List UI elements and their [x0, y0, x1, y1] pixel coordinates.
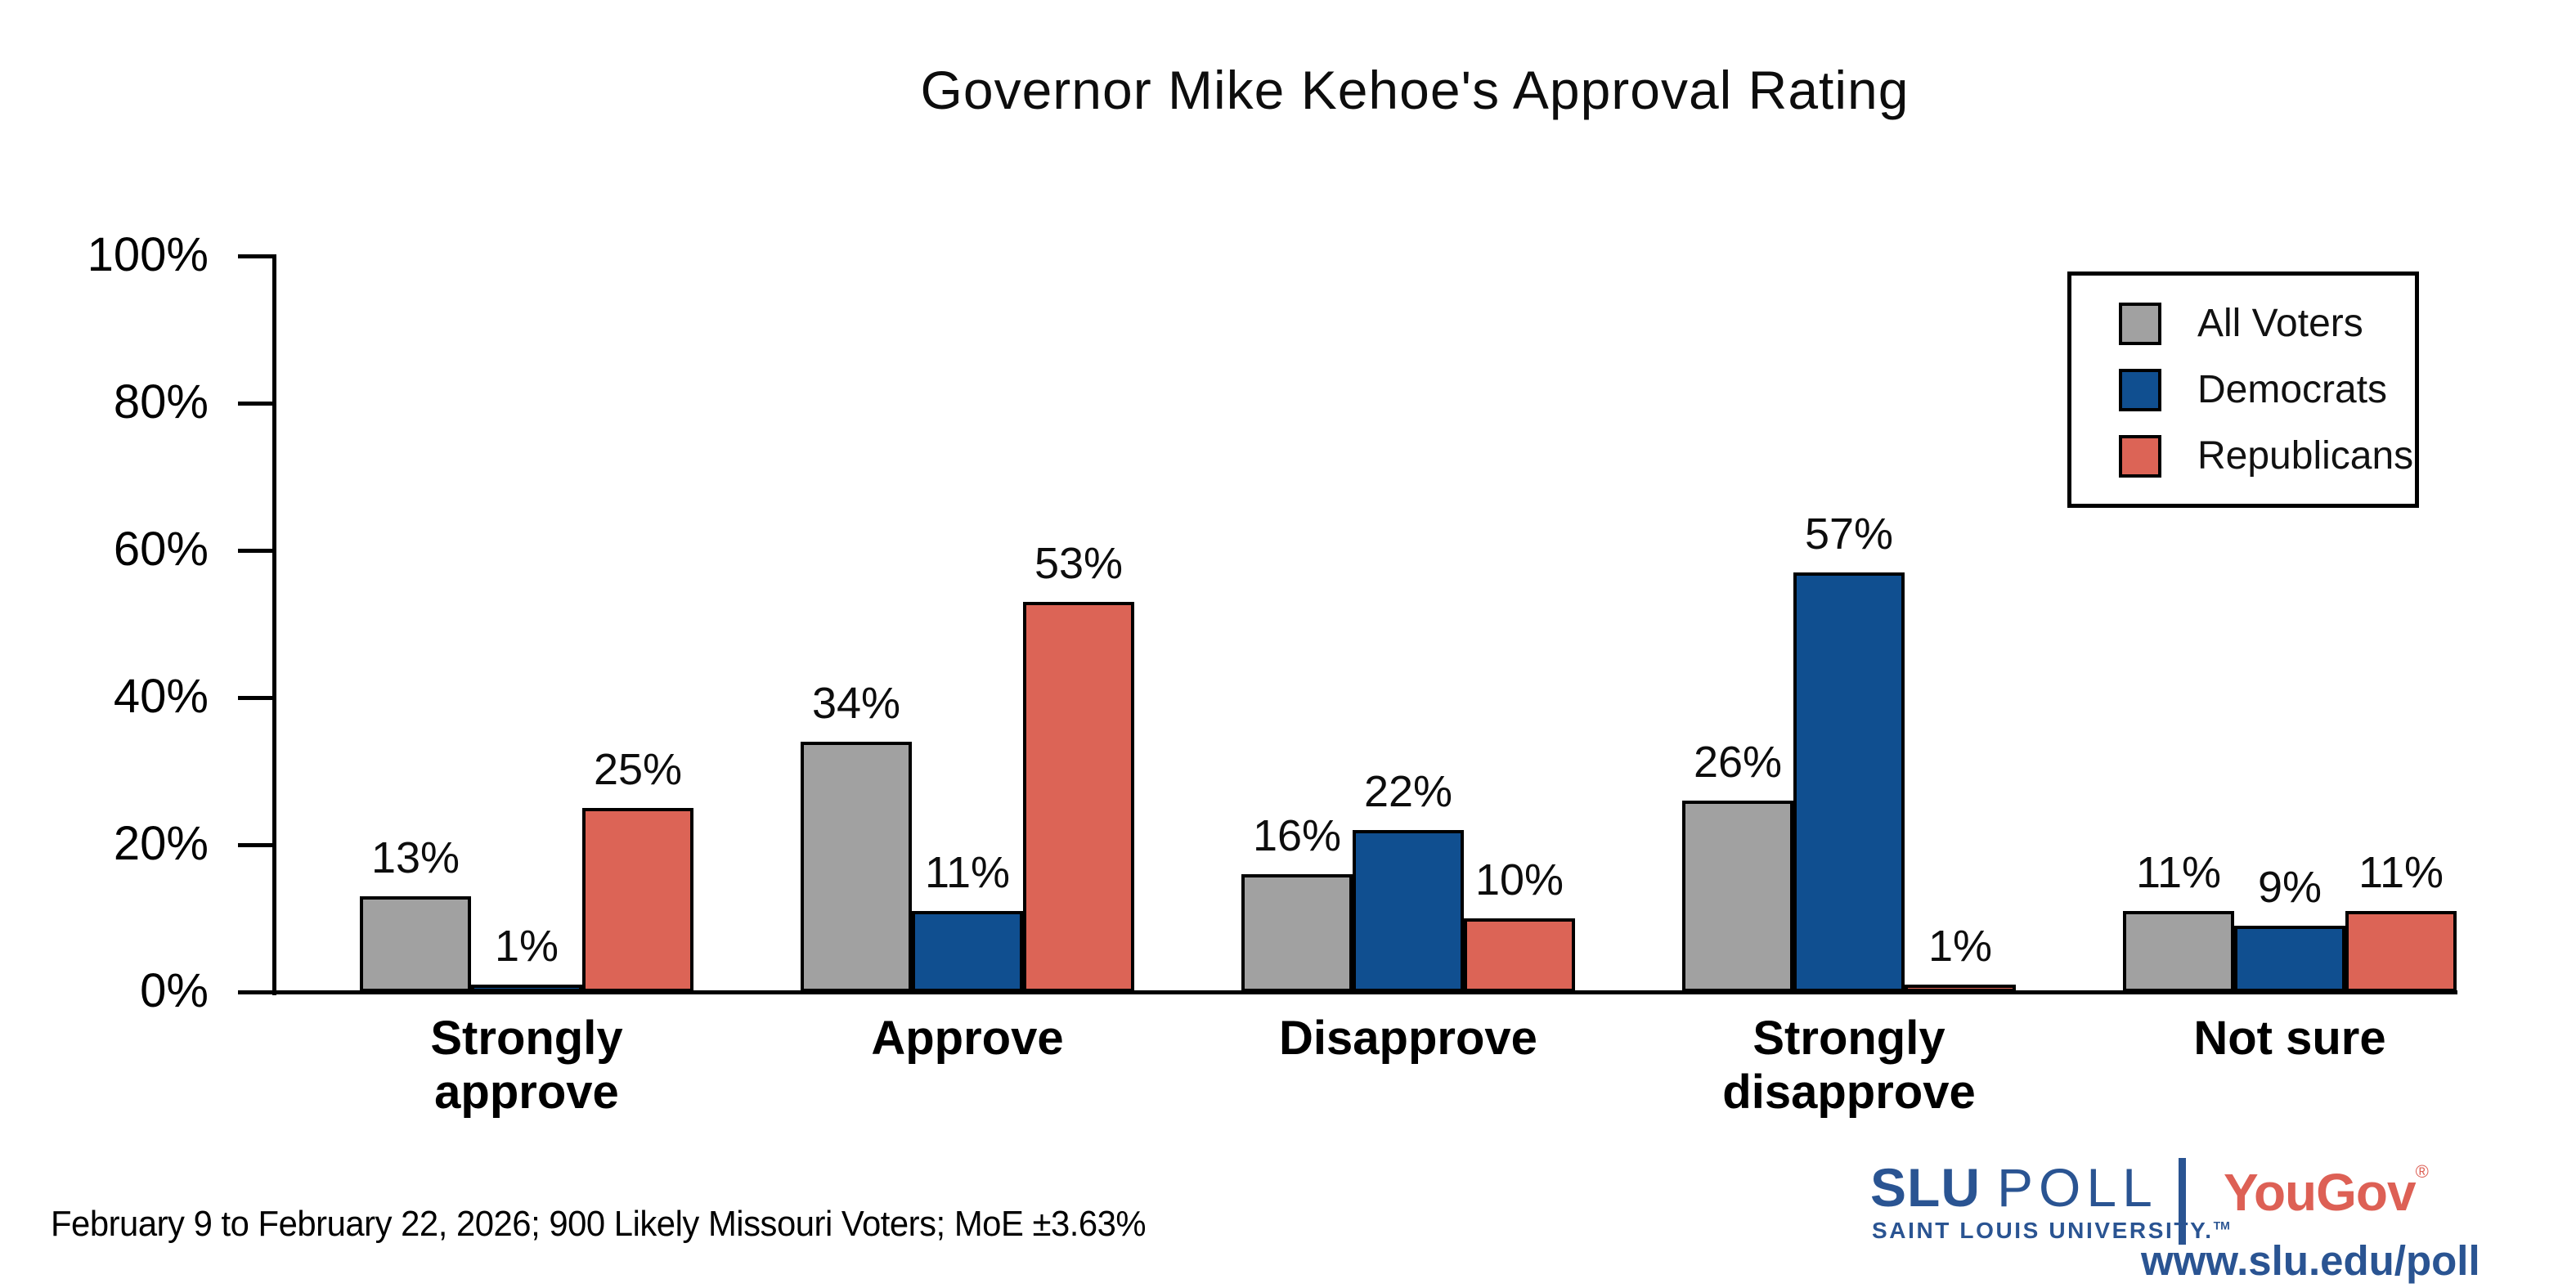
category-label-not-sure: Not sure [2193, 1012, 2386, 1065]
y-axis-tick [238, 402, 276, 406]
legend-swatch-all-voters [2119, 302, 2161, 345]
slu-subtitle: SAINT LOUIS UNIVERSITY.TM [1872, 1218, 2230, 1244]
y-axis-tick-label: 60% [113, 523, 209, 576]
legend-item-democrats: Democrats [2119, 367, 2415, 412]
category-label-approve: Approve [871, 1012, 1064, 1065]
poll-logo-text: POLL [1997, 1157, 2158, 1218]
bar-republicans-strongly-disapprove [1905, 985, 2016, 992]
bar-all-voters-approve [801, 742, 912, 992]
category-group-strongly-approve: 13% 1% 25% Strongly approve [360, 253, 693, 1119]
slu-subtitle-text: SAINT LOUIS UNIVERSITY. [1872, 1218, 2214, 1243]
x-axis-line [272, 990, 2457, 994]
bar-republicans-approve [1023, 602, 1134, 992]
yougov-logo: YouGov® [2224, 1161, 2429, 1223]
bar-value-label-democrats-disapprove: 22% [1363, 767, 1453, 816]
category-group-not-sure: 11% 9% 11% Not sure [2123, 253, 2457, 1065]
bar-democrats-strongly-approve [471, 985, 582, 992]
category-label-disapprove: Disapprove [1279, 1012, 1537, 1065]
legend-swatch-republicans [2119, 434, 2161, 478]
legend-label-all-voters: All Voters [2197, 302, 2363, 345]
slu-poll-logo: SLU POLL [1870, 1156, 2158, 1218]
bar-republicans-strongly-approve [582, 808, 693, 992]
y-axis-tick [238, 696, 276, 700]
legend-item-all-voters: All Voters [2119, 301, 2415, 346]
y-axis-tick [238, 990, 276, 994]
bar-value-label-democrats-strongly-approve: 1% [494, 922, 559, 971]
bar-all-voters-strongly-approve [360, 896, 471, 992]
bar-democrats-approve [912, 911, 1023, 992]
bar-value-label-all-voters-approve: 34% [811, 679, 901, 728]
y-axis-tick [238, 843, 276, 847]
bar-democrats-disapprove [1353, 830, 1464, 992]
y-axis-tick-label: 20% [113, 817, 209, 870]
legend-swatch-democrats [2119, 368, 2161, 411]
trademark-mark: TM [2213, 1218, 2230, 1232]
bar-all-voters-disapprove [1241, 874, 1353, 992]
legend-item-republicans: Republicans [2119, 433, 2415, 478]
y-axis-tick-label: 0% [140, 964, 209, 1017]
methodology-note: February 9 to February 22, 2026; 900 Lik… [51, 1204, 1147, 1244]
bar-all-voters-not-sure [2123, 911, 2234, 992]
y-axis-line [272, 254, 276, 995]
category-label-strongly-disapprove: Strongly disapprove [1722, 1012, 1976, 1119]
legend-label-republicans: Republicans [2197, 434, 2414, 478]
bar-value-label-republicans-strongly-disapprove: 1% [1928, 922, 1993, 971]
category-label-strongly-approve: Strongly approve [430, 1012, 623, 1119]
category-group-disapprove: 16% 22% 10% Disapprove [1241, 253, 1575, 1065]
bar-value-label-republicans-not-sure: 11% [2358, 848, 2444, 897]
yougov-logo-text: YouGov [2224, 1163, 2417, 1222]
bar-value-label-all-voters-strongly-approve: 13% [370, 833, 460, 882]
registered-mark: ® [2415, 1161, 2429, 1182]
bar-all-voters-strongly-disapprove [1682, 801, 1793, 992]
legend: All Voters Democrats Republicans [2067, 272, 2419, 508]
bar-value-label-democrats-not-sure: 9% [2257, 863, 2322, 912]
bar-democrats-not-sure [2234, 926, 2345, 992]
y-axis-tick [238, 549, 276, 553]
bar-democrats-strongly-disapprove [1793, 572, 1905, 992]
bar-republicans-disapprove [1464, 918, 1575, 992]
bar-value-label-republicans-strongly-approve: 25% [593, 745, 683, 794]
y-axis-tick [238, 254, 276, 258]
slu-logo-text: SLU [1870, 1157, 1981, 1218]
bar-republicans-not-sure [2345, 911, 2457, 992]
bar-value-label-republicans-approve: 53% [1034, 539, 1124, 588]
bar-value-label-all-voters-strongly-disapprove: 26% [1693, 738, 1783, 787]
bar-value-label-all-voters-disapprove: 16% [1252, 811, 1342, 860]
bar-value-label-republicans-disapprove: 10% [1474, 855, 1564, 904]
category-group-strongly-disapprove: 26% 57% 1% Strongly disapprove [1682, 253, 2016, 1119]
category-group-approve: 34% 11% 53% Approve [801, 253, 1134, 1065]
legend-label-democrats: Democrats [2197, 368, 2388, 411]
bar-value-label-democrats-strongly-disapprove: 57% [1804, 509, 1894, 559]
brand-divider [2179, 1158, 2186, 1245]
chart-title: Governor Mike Kehoe's Approval Rating [920, 60, 1910, 120]
y-axis-tick-label: 100% [87, 228, 209, 281]
y-axis-tick-label: 80% [113, 375, 209, 429]
poll-url: www.slu.edu/poll [2141, 1237, 2480, 1284]
y-axis-tick-label: 40% [113, 670, 209, 723]
bar-value-label-democrats-approve: 11% [924, 848, 1011, 897]
bar-value-label-all-voters-not-sure: 11% [2135, 848, 2222, 897]
